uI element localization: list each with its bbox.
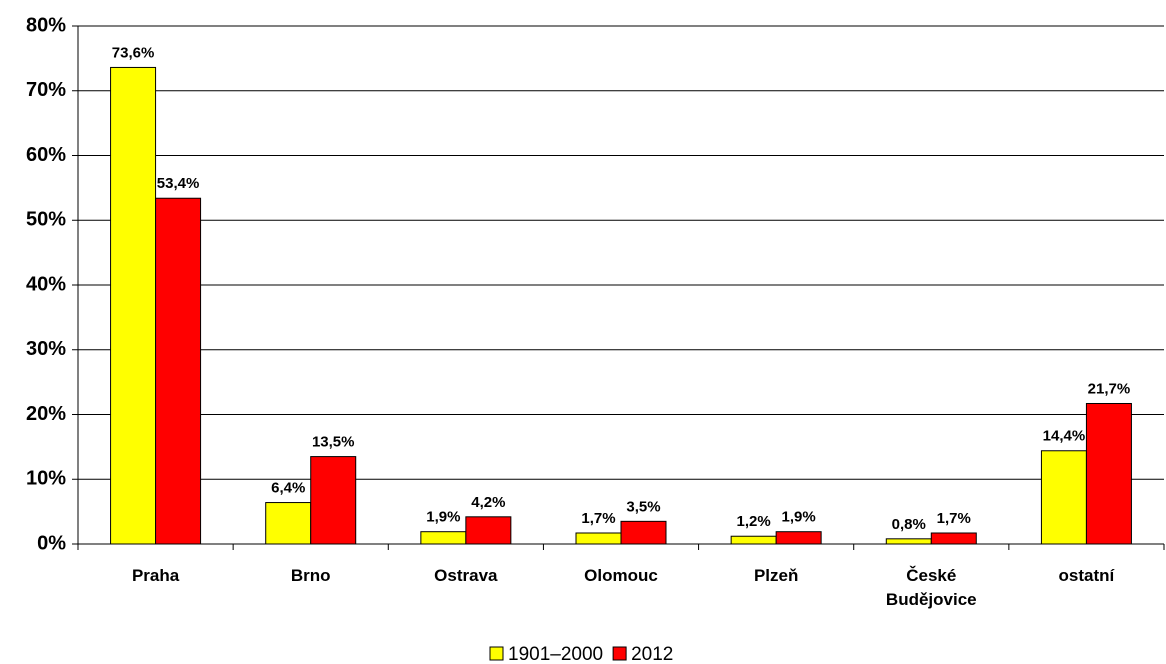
legend-swatch <box>612 646 627 661</box>
data-label: 14,4% <box>1043 428 1086 445</box>
x-tick-label: Ostrava <box>434 566 498 585</box>
y-tick-label: 40% <box>26 273 66 295</box>
y-tick-label: 20% <box>26 403 66 425</box>
bar <box>265 502 312 545</box>
legend-label: 2012 <box>631 644 673 664</box>
x-tick-label: Brno <box>290 566 331 585</box>
x-tick-label: Praha <box>131 566 180 585</box>
data-label: 1,9% <box>782 509 816 526</box>
bar <box>310 456 357 545</box>
legend-label: 1901–2000 <box>508 644 603 664</box>
data-label: 1,2% <box>737 513 771 530</box>
data-label: 13,5% <box>312 434 355 451</box>
y-tick-label: 80% <box>26 14 66 36</box>
data-label: 3,5% <box>626 498 660 515</box>
data-label: 4,2% <box>471 494 505 511</box>
bar <box>1085 402 1132 545</box>
bar <box>885 538 932 545</box>
bar <box>465 516 512 545</box>
bar <box>420 531 467 545</box>
bar <box>730 535 777 545</box>
data-label: 6,4% <box>271 480 305 497</box>
data-label: 21,7% <box>1088 380 1131 397</box>
x-tick-label: Olomouc <box>584 566 658 585</box>
bar <box>1040 450 1087 545</box>
bar <box>930 532 977 545</box>
bar <box>155 197 202 545</box>
y-tick-label: 50% <box>26 209 66 231</box>
data-label: 73,6% <box>112 44 155 61</box>
legend-swatch <box>489 646 504 661</box>
x-tick-label: Plzeň <box>753 566 799 585</box>
data-label: 1,7% <box>581 510 615 527</box>
bar <box>110 66 157 545</box>
y-tick-label: 0% <box>37 532 66 554</box>
x-tick-label: ostatní <box>1058 566 1115 585</box>
y-tick-label: 30% <box>26 338 66 360</box>
data-label: 1,9% <box>426 509 460 526</box>
data-label: 53,4% <box>157 175 200 192</box>
y-tick-label: 60% <box>26 144 66 166</box>
bar <box>575 532 622 545</box>
data-label: 0,8% <box>892 516 926 533</box>
bar <box>620 520 667 545</box>
y-tick-label: 10% <box>26 468 66 490</box>
bar <box>775 531 822 545</box>
data-label: 1,7% <box>937 510 971 527</box>
y-tick-label: 70% <box>26 79 66 101</box>
x-tick-label: České Budějovice <box>885 566 977 609</box>
